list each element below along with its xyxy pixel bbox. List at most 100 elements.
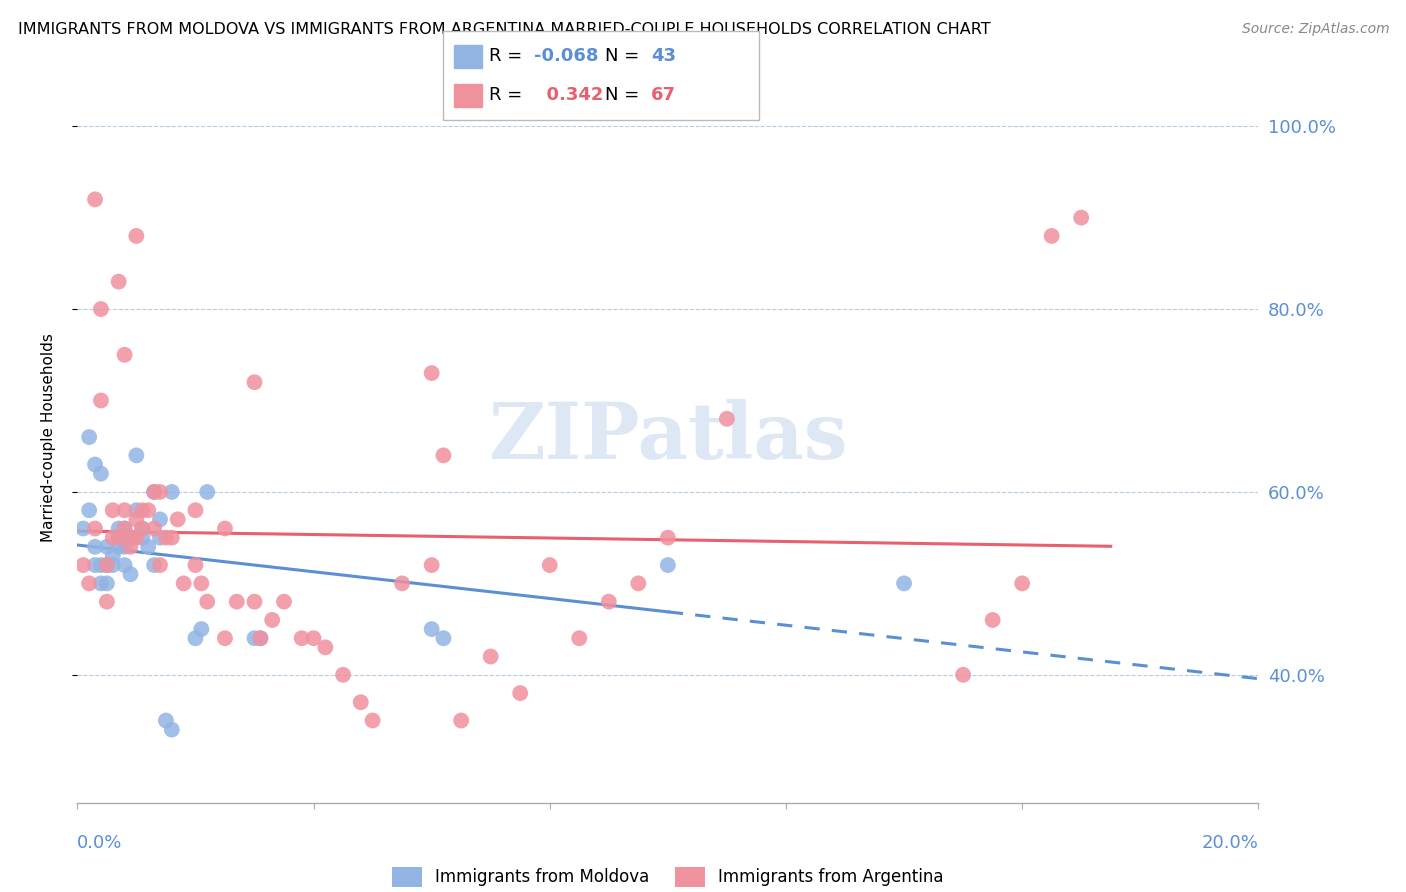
Point [84,458,107,472]
Point [716,411,738,425]
Point [107,540,129,554]
Point [101,558,124,573]
Point [84,558,107,573]
Text: 67: 67 [651,87,676,104]
Point [120,531,142,545]
Point [391,576,413,591]
Point [479,649,502,664]
Point [249,632,271,646]
Point [160,531,183,545]
Text: 0.0%: 0.0% [77,834,122,852]
Point [96,594,118,608]
Point [131,503,153,517]
Point [131,521,153,535]
Point [107,531,129,545]
Point [84,521,107,535]
Point [214,521,236,535]
Point [125,449,148,463]
Point [90,576,112,591]
Point [249,632,271,646]
Point [155,531,177,545]
Point [214,632,236,646]
Point [149,558,172,573]
Point [90,467,112,481]
Point [225,594,247,608]
Point [420,622,443,636]
Text: IMMIGRANTS FROM MOLDOVA VS IMMIGRANTS FROM ARGENTINA MARRIED-COUPLE HOUSEHOLDS C: IMMIGRANTS FROM MOLDOVA VS IMMIGRANTS FR… [18,22,991,37]
Point [120,531,142,545]
Point [350,695,373,709]
Point [90,301,112,317]
Point [1011,576,1033,591]
Point [273,594,295,608]
Point [184,558,207,573]
Point [136,540,159,554]
Point [243,594,266,608]
Point [125,503,148,517]
Point [125,531,148,545]
Point [107,521,129,535]
Point [190,576,212,591]
Point [90,558,112,573]
Text: -0.068: -0.068 [534,47,599,65]
Point [420,558,443,573]
Point [96,576,118,591]
Point [125,228,148,243]
Point [432,449,454,463]
Point [657,531,679,545]
Point [143,558,166,573]
Point [77,430,100,444]
Text: N =: N = [605,47,644,65]
Point [77,503,100,517]
Point [190,622,212,636]
Point [893,576,915,591]
Point [981,613,1004,627]
Point [657,558,679,573]
Point [114,558,136,573]
Point [332,667,354,681]
Point [262,613,284,627]
Point [90,393,112,408]
Point [243,632,266,646]
Point [96,558,118,573]
Point [120,567,142,582]
Text: R =: R = [489,87,529,104]
Point [131,531,153,545]
Point [107,531,129,545]
Point [1070,211,1092,225]
Point [101,503,124,517]
Point [627,576,650,591]
Legend: Immigrants from Moldova, Immigrants from Argentina: Immigrants from Moldova, Immigrants from… [385,861,950,892]
Point [952,667,974,681]
Point [568,632,591,646]
Point [143,485,166,500]
Point [160,723,183,737]
Point [149,512,172,526]
Point [598,594,620,608]
Point [84,540,107,554]
Point [114,503,136,517]
Point [450,714,472,728]
Point [101,531,124,545]
Point [420,366,443,380]
Point [96,540,118,554]
Point [509,686,531,700]
Point [72,521,94,535]
Point [114,521,136,535]
Point [136,503,159,517]
Y-axis label: Married-couple Households: Married-couple Households [42,333,56,541]
Point [1040,228,1063,243]
Point [166,512,188,526]
Point [131,521,153,535]
Text: 43: 43 [651,47,676,65]
Point [243,376,266,390]
Point [149,531,172,545]
Text: N =: N = [605,87,644,104]
Point [77,576,100,591]
Point [143,521,166,535]
Point [195,485,218,500]
Point [125,512,148,526]
Point [195,594,218,608]
Point [72,558,94,573]
Point [101,549,124,563]
